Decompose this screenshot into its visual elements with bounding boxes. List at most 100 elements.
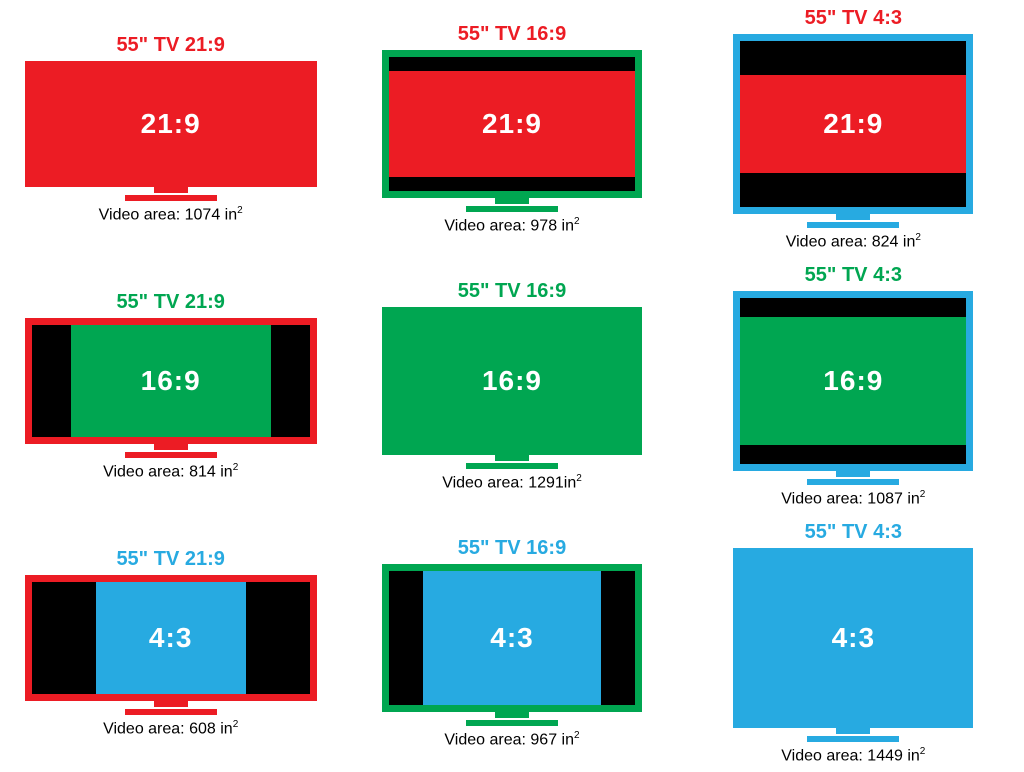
stand-neck	[836, 214, 870, 220]
tv-cell-8: 55" TV 4:3 4:3 Video area: 1449 in2	[683, 515, 1024, 772]
caption-prefix: Video area:	[99, 206, 185, 223]
tv-title: 55" TV 21:9	[116, 34, 224, 57]
content-box: 4:3	[740, 555, 966, 721]
video-area-caption: Video area: 814 in2	[103, 462, 238, 481]
stand-neck	[495, 198, 529, 204]
aspect-label: 16:9	[823, 365, 883, 397]
tv-cell-4: 55" TV 16:916:9Video area: 1291in2	[341, 257, 682, 514]
tv-bezel: 21:9	[25, 61, 317, 187]
tv-screen: 21:9	[32, 68, 310, 180]
content-box: 21:9	[740, 75, 966, 173]
tv-wrap: 21:9	[733, 34, 973, 228]
tv-bezel: 4:3	[25, 575, 317, 701]
tv-title: 55" TV 16:9	[458, 537, 566, 560]
caption-unit: in	[216, 720, 233, 737]
caption-prefix: Video area:	[442, 474, 528, 491]
video-area-caption: Video area: 978 in2	[444, 216, 579, 235]
caption-area: 1449	[867, 747, 903, 764]
stand-foot	[466, 206, 558, 212]
stand-neck	[154, 701, 188, 707]
tv-title: 55" TV 21:9	[116, 291, 224, 314]
comparison-grid: 55" TV 21:921:9Video area: 1074 in255" T…	[0, 0, 1024, 772]
tv-screen: 16:9	[32, 325, 310, 437]
tv-title: 55" TV 16:9	[458, 23, 566, 46]
tv-stand	[462, 455, 562, 469]
tv-bezel: 21:9	[382, 50, 642, 198]
tv-wrap: 16:9	[382, 307, 642, 469]
aspect-label: 4:3	[149, 622, 192, 654]
caption-unit: in	[557, 217, 574, 234]
caption-exponent: 2	[574, 730, 580, 741]
tv-cell-6: 55" TV 21:94:3Video area: 608 in2	[0, 515, 341, 772]
caption-prefix: Video area:	[781, 747, 867, 764]
tv-screen: 4:3	[740, 555, 966, 721]
tv-screen: 21:9	[389, 57, 635, 191]
video-area-caption: Video area: 608 in2	[103, 719, 238, 738]
caption-exponent: 2	[237, 205, 243, 216]
aspect-label: 21:9	[482, 108, 542, 140]
caption-unit: in	[903, 490, 920, 507]
caption-exponent: 2	[920, 746, 926, 757]
video-area-caption: Video area: 1449 in2	[781, 746, 925, 765]
video-area-caption: Video area: 1074 in2	[99, 205, 243, 224]
caption-unit: in	[903, 747, 920, 764]
caption-exponent: 2	[574, 216, 580, 227]
caption-prefix: Video area:	[781, 490, 867, 507]
tv-cell-2: 55" TV 4:321:9Video area: 824 in2	[683, 0, 1024, 257]
tv-bezel: 16:9	[733, 291, 973, 471]
caption-unit: in	[564, 474, 576, 491]
tv-title: 55" TV 4:3	[805, 264, 902, 287]
caption-unit: in	[220, 206, 237, 223]
stand-neck	[154, 187, 188, 193]
tv-stand	[803, 728, 903, 742]
tv-wrap: 21:9	[382, 50, 642, 212]
aspect-label: 16:9	[141, 365, 201, 397]
aspect-label: 4:3	[832, 622, 875, 654]
tv-stand	[462, 712, 562, 726]
tv-bezel: 4:3	[733, 548, 973, 728]
caption-exponent: 2	[576, 473, 582, 484]
caption-area: 824	[872, 233, 899, 250]
stand-foot	[125, 452, 217, 458]
caption-unit: in	[557, 731, 574, 748]
tv-cell-7: 55" TV 16:94:3Video area: 967 in2	[341, 515, 682, 772]
tv-wrap: 21:9	[25, 61, 317, 201]
video-area-caption: Video area: 1087 in2	[781, 489, 925, 508]
tv-cell-5: 55" TV 4:3 16:9 Video area: 1087 in2	[683, 257, 1024, 514]
caption-prefix: Video area:	[444, 731, 530, 748]
stand-neck	[836, 471, 870, 477]
tv-cell-1: 55" TV 16:9 21:9 Video area: 978 in2	[341, 0, 682, 257]
tv-stand	[121, 701, 221, 715]
caption-area: 1087	[867, 490, 903, 507]
content-box: 21:9	[389, 71, 635, 177]
tv-stand	[803, 214, 903, 228]
caption-area: 1291	[528, 474, 564, 491]
tv-bezel: 21:9	[733, 34, 973, 214]
tv-stand	[121, 187, 221, 201]
tv-wrap: 4:3	[382, 564, 642, 726]
aspect-label: 16:9	[482, 365, 542, 397]
caption-area: 978	[530, 217, 557, 234]
stand-foot	[125, 709, 217, 715]
tv-cell-3: 55" TV 21:9 16:9 Video area: 814 in2	[0, 257, 341, 514]
tv-screen: 16:9	[740, 298, 966, 464]
aspect-label: 4:3	[490, 622, 533, 654]
tv-cell-0: 55" TV 21:9 21:9 Video area: 1074 in2	[0, 0, 341, 257]
tv-title: 55" TV 4:3	[805, 521, 902, 544]
stand-foot	[807, 736, 899, 742]
stand-foot	[807, 222, 899, 228]
caption-exponent: 2	[233, 462, 239, 473]
tv-stand	[462, 198, 562, 212]
caption-area: 608	[189, 720, 216, 737]
tv-bezel: 4:3	[382, 564, 642, 712]
caption-area: 1074	[185, 206, 221, 223]
tv-title: 55" TV 4:3	[805, 7, 902, 30]
caption-area: 814	[189, 463, 216, 480]
tv-wrap: 4:3	[733, 548, 973, 742]
caption-prefix: Video area:	[444, 217, 530, 234]
caption-prefix: Video area:	[786, 233, 872, 250]
caption-prefix: Video area:	[103, 720, 189, 737]
caption-exponent: 2	[233, 719, 239, 730]
caption-exponent: 2	[915, 232, 921, 243]
content-box: 16:9	[740, 317, 966, 445]
